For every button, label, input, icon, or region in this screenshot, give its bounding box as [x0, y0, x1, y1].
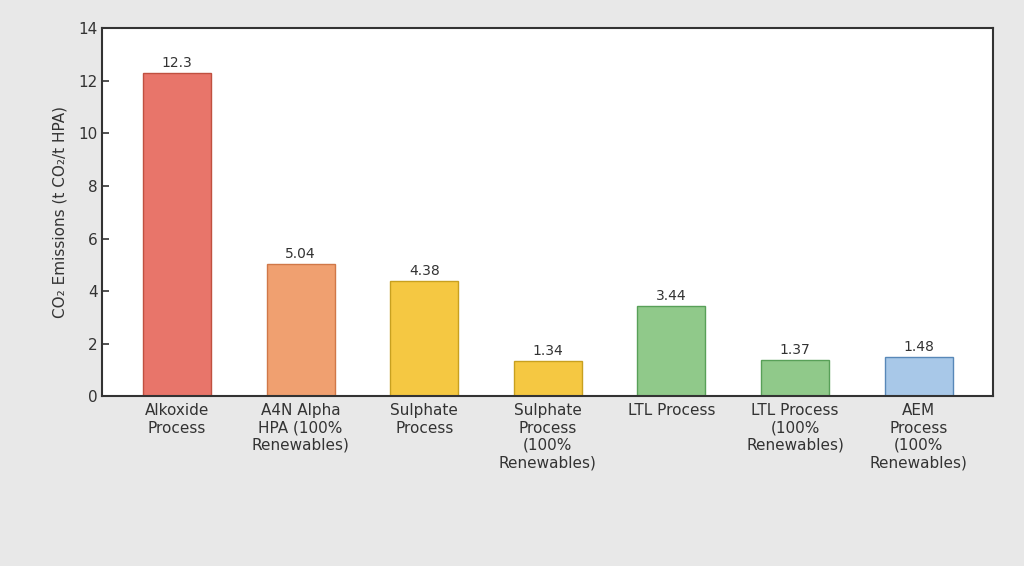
Text: 1.37: 1.37	[779, 343, 811, 357]
Y-axis label: CO₂ Emissions (t CO₂/t HPA): CO₂ Emissions (t CO₂/t HPA)	[52, 106, 68, 318]
Text: 5.04: 5.04	[286, 247, 315, 260]
Text: 1.48: 1.48	[903, 340, 934, 354]
Bar	[885, 357, 952, 396]
Bar	[638, 306, 706, 396]
Text: 12.3: 12.3	[162, 56, 193, 70]
Bar	[390, 281, 458, 396]
Text: 4.38: 4.38	[409, 264, 439, 278]
Text: 3.44: 3.44	[656, 289, 687, 303]
Bar	[143, 73, 211, 396]
Bar	[761, 360, 829, 396]
Bar	[514, 361, 582, 396]
Bar	[266, 264, 335, 396]
Text: 1.34: 1.34	[532, 344, 563, 358]
